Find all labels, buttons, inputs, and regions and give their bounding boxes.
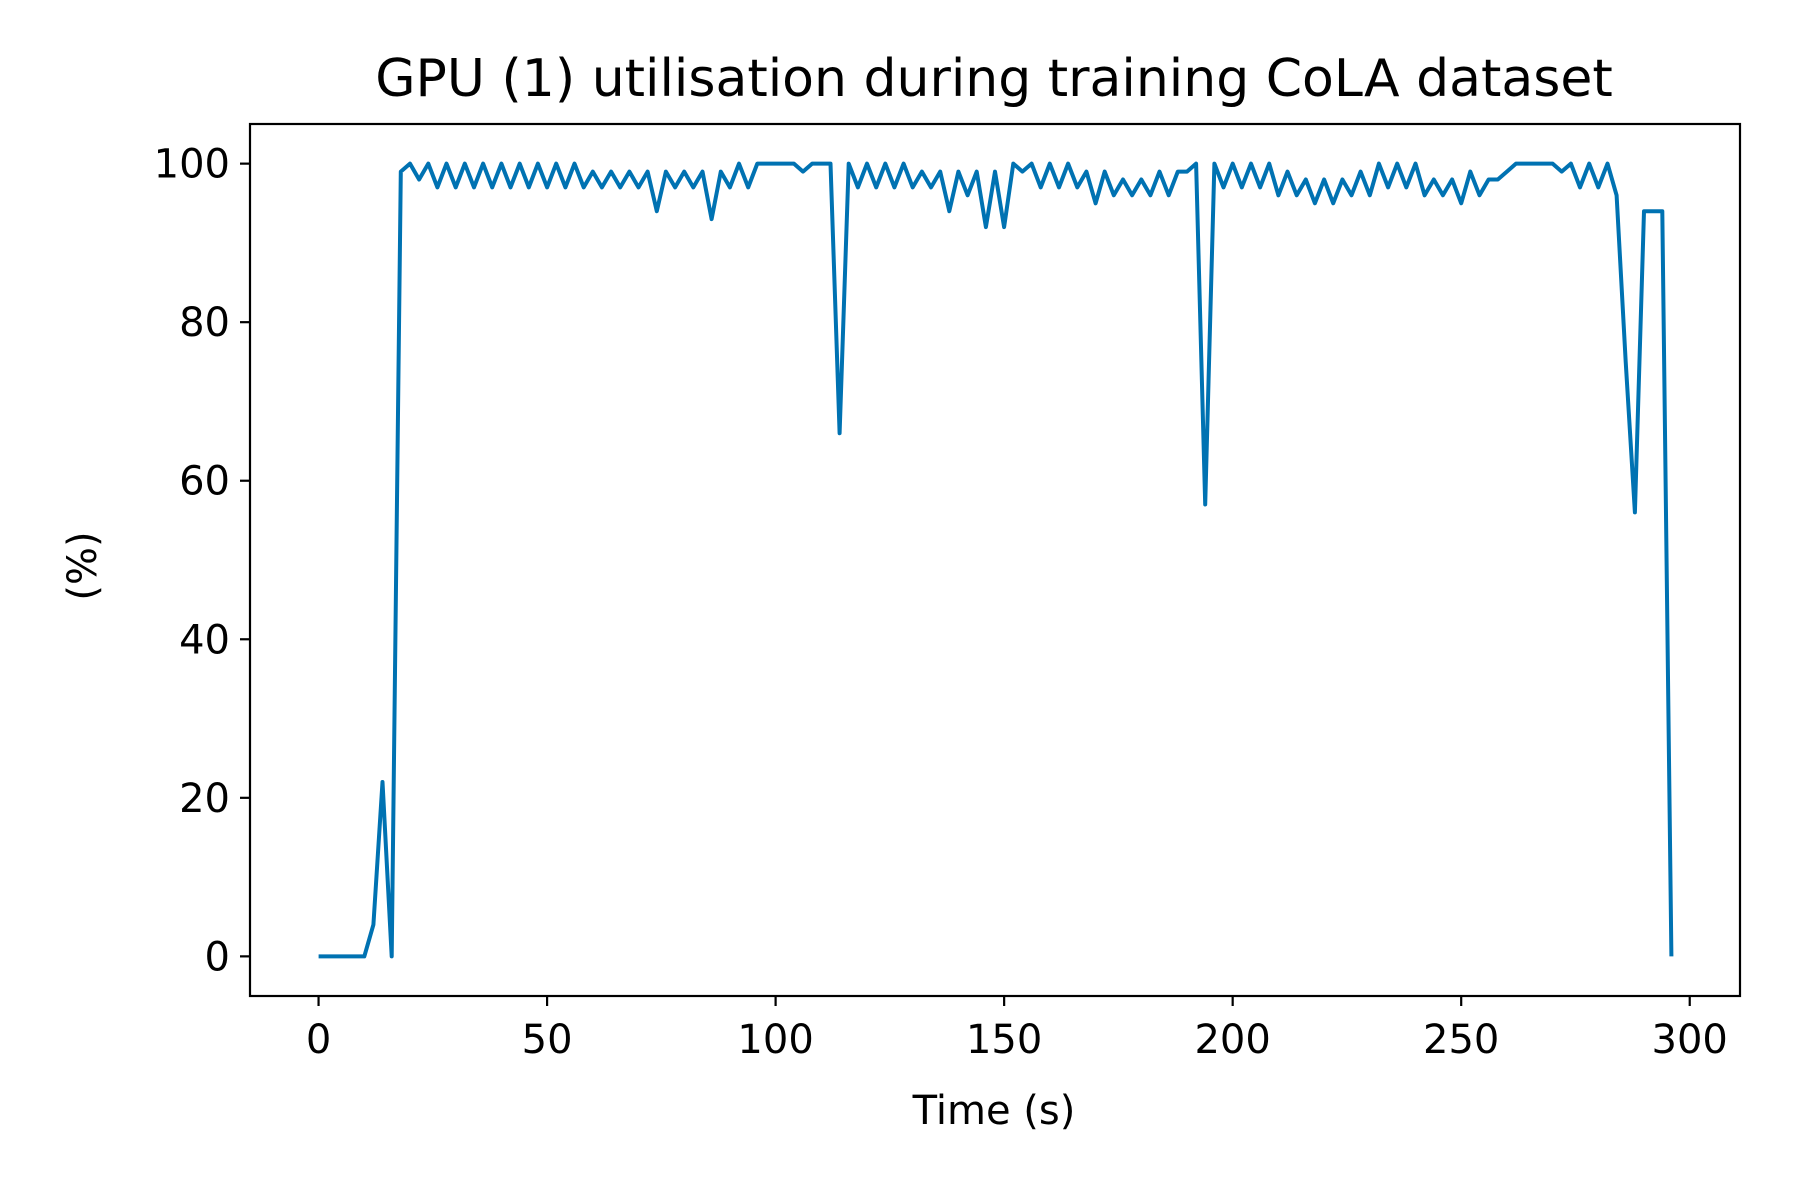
- x-tick-label: 0: [306, 1017, 331, 1063]
- x-tick-label: 100: [737, 1017, 813, 1063]
- plot-area: [318, 161, 1674, 959]
- axes-frame: [248, 122, 1742, 998]
- x-tick-label: 50: [522, 1017, 573, 1063]
- x-tick-label: 200: [1194, 1017, 1270, 1063]
- chart-title: GPU (1) utilisation during training CoLA…: [375, 49, 1612, 109]
- y-tick-label: 60: [179, 459, 230, 505]
- x-tick-label: 300: [1652, 1017, 1728, 1063]
- y-axis-label: (%): [60, 531, 106, 600]
- y-axis: 0 20 40 60 80 100: [154, 142, 250, 980]
- series-line: [318, 161, 1674, 959]
- x-axis: 0 50 100 150 200 250 300: [306, 996, 1728, 1063]
- y-tick-label: 100: [154, 142, 230, 188]
- y-tick-label: 80: [179, 300, 230, 346]
- x-axis-label: Time (s): [912, 1088, 1076, 1134]
- x-tick-label: 150: [966, 1017, 1042, 1063]
- y-tick-label: 40: [179, 617, 230, 663]
- y-tick-label: 20: [179, 776, 230, 822]
- y-tick-label: 0: [205, 934, 230, 980]
- x-tick-label: 250: [1423, 1017, 1499, 1063]
